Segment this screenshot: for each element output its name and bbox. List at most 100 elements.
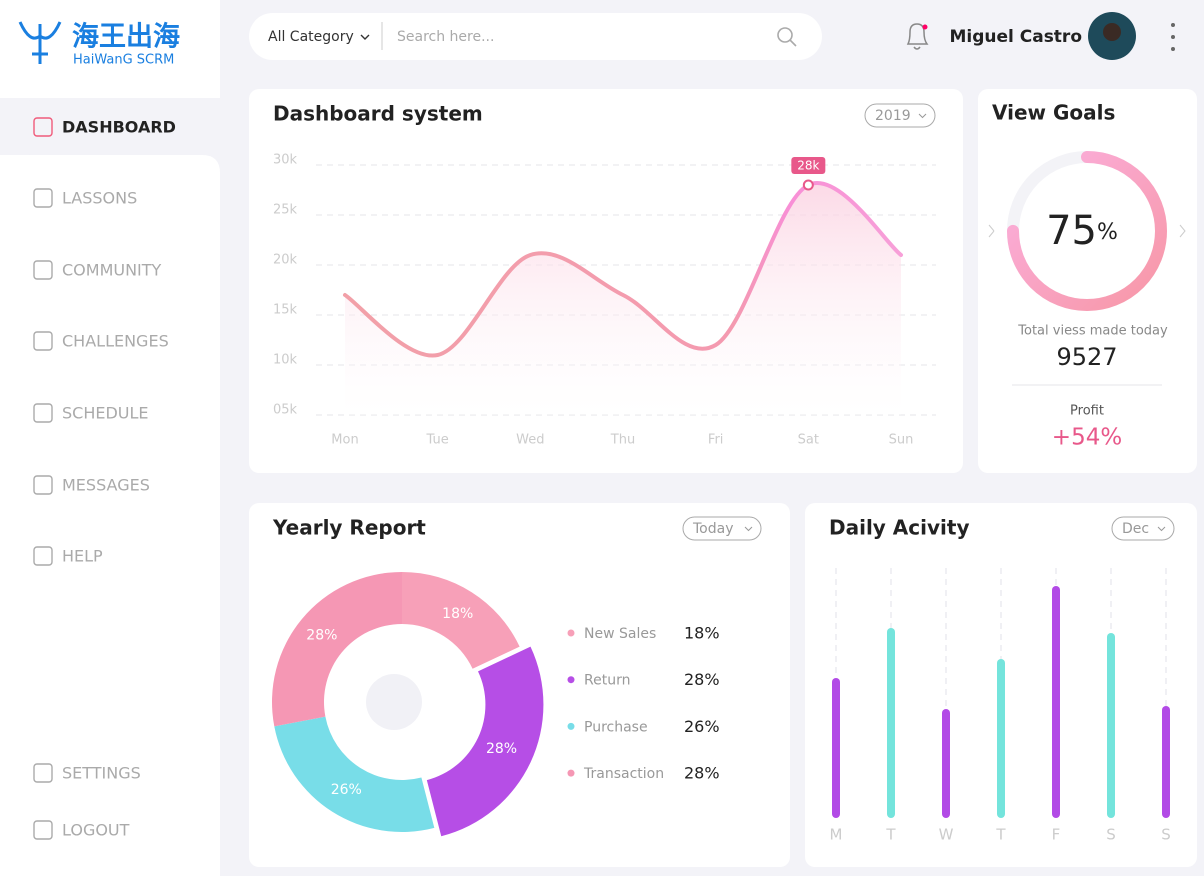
prev-arrow[interactable] [988,224,995,238]
nav-active-bg [6,100,220,155]
bar [942,709,950,818]
x-tick-label: Sun [889,433,914,448]
legend-dot [567,629,575,637]
nav-icon [33,546,53,566]
x-tick-label: T [885,826,896,844]
filter-caret [744,526,753,532]
legend-dot [567,676,575,684]
filter-caret [1157,526,1166,532]
pie-segment [271,572,402,727]
goal-value: 75 [1046,208,1097,254]
legend-label: Purchase [584,719,648,735]
nav-item[interactable]: LASSONS [62,189,137,208]
card-title: Daily Acivity [829,516,970,540]
filter-caret [918,113,927,119]
donut-center [366,674,422,730]
annotation-box [791,157,826,174]
card-title: Yearly Report [272,516,426,540]
nav-icon [33,820,53,840]
nav-item[interactable]: CHALLENGES [62,332,169,351]
next-arrow[interactable] [1179,224,1186,238]
filter-label[interactable]: 2019 [875,108,911,124]
pie-label: 28% [486,741,517,757]
nav-icon [33,403,53,423]
bar [1052,586,1060,818]
filter-pill[interactable] [864,103,936,128]
profit-value: +54% [1052,425,1122,451]
filter-label[interactable]: Dec [1122,521,1149,537]
nav-item[interactable]: HELP [62,547,103,566]
x-tick-label: F [1052,826,1061,844]
card-title: View Goals [992,101,1115,125]
goal-ring [1007,151,1167,311]
bar [832,678,840,818]
bar [887,628,895,818]
legend-label: New Sales [584,626,656,642]
nav-icon [33,763,53,783]
nav-area [0,155,220,876]
legend-value: 28% [684,764,720,783]
x-tick-label: S [1106,826,1116,844]
search-placeholder[interactable]: Search here... [397,29,494,45]
x-tick-label: T [995,826,1006,844]
y-tick-label: 10k [273,353,298,368]
bell-icon[interactable] [906,23,929,50]
x-tick-label: Sat [798,433,819,448]
y-tick-label: 05k [273,403,298,418]
profit-label: Profit [1070,404,1104,419]
legend-dot [567,769,575,777]
nav-item[interactable]: COMMUNITY [62,261,162,280]
filter-pill[interactable] [1111,516,1175,541]
logo-title: 海王出海 [72,22,180,53]
filter-pill[interactable] [682,516,762,541]
pie-segment [426,646,544,837]
nav-item[interactable]: DASHBOARD [62,118,176,137]
search-bar[interactable] [249,13,822,60]
legend-label: Return [584,673,630,689]
search-category[interactable]: All Category [268,29,354,45]
nav-icon [33,260,53,280]
bar [1162,706,1170,818]
x-tick-label: S [1161,826,1171,844]
annotation-label: 28k [797,159,819,173]
nav-item[interactable]: SETTINGS [62,764,141,783]
legend-value: 26% [684,717,720,736]
pie-label: 28% [306,628,337,644]
annotation-point [802,179,814,191]
y-tick-label: 15k [273,303,298,318]
goal-unit: % [1097,220,1118,245]
area [345,182,901,415]
filter-label[interactable]: Today [692,521,734,537]
y-tick-label: 25k [273,203,298,218]
y-tick-label: 20k [273,253,298,268]
user-name[interactable]: Miguel Castro [949,27,1082,47]
card-title: Dashboard system [273,102,483,126]
y-tick-label: 30k [273,153,298,168]
nav-item[interactable]: LOGOUT [62,821,130,840]
nav-icon [33,117,53,137]
x-tick-label: Thu [610,433,635,448]
pie-label: 26% [331,782,362,798]
bell-dot [922,24,928,30]
x-tick-label: Wed [516,433,544,448]
x-tick-label: Tue [426,433,449,448]
pie-segment [402,572,520,669]
menu-icon[interactable] [1171,23,1175,51]
pie-label: 18% [442,606,473,622]
nav-icon [33,331,53,351]
legend-dot [567,722,575,730]
nav-icon [33,475,53,495]
x-tick-label: W [939,826,954,844]
legend-value: 28% [684,670,720,689]
nav-item[interactable]: MESSAGES [62,476,150,495]
legend-label: Transaction [583,766,664,782]
x-tick-label: Mon [331,433,358,448]
search-icon[interactable] [777,27,797,47]
x-tick-label: M [830,826,843,844]
views-value: 9527 [1056,343,1117,371]
bar [997,659,1005,818]
goal-percent: 75% [1046,208,1118,254]
nav-item[interactable]: SCHEDULE [62,404,149,423]
